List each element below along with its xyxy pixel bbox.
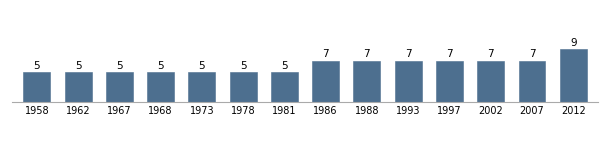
Bar [188,72,215,102]
Text: 5: 5 [199,61,205,71]
Text: 7: 7 [405,49,411,59]
Bar [147,72,174,102]
Text: 7: 7 [364,49,370,59]
Bar [436,60,463,102]
Text: 5: 5 [281,61,288,71]
Text: 7: 7 [487,49,494,59]
Text: 5: 5 [240,61,246,71]
Text: 5: 5 [116,61,123,71]
Text: 7: 7 [528,49,535,59]
Bar [312,60,339,102]
Bar [230,72,257,102]
Bar [560,49,586,102]
Text: 5: 5 [157,61,164,71]
Bar [271,72,298,102]
Bar [395,60,422,102]
Text: 5: 5 [75,61,82,71]
Bar [353,60,381,102]
Bar [65,72,91,102]
Text: 9: 9 [570,38,576,48]
Bar [477,60,504,102]
Bar [106,72,133,102]
Bar [24,72,50,102]
Text: 7: 7 [323,49,329,59]
Text: 5: 5 [34,61,40,71]
Bar [519,60,545,102]
Text: 7: 7 [446,49,453,59]
